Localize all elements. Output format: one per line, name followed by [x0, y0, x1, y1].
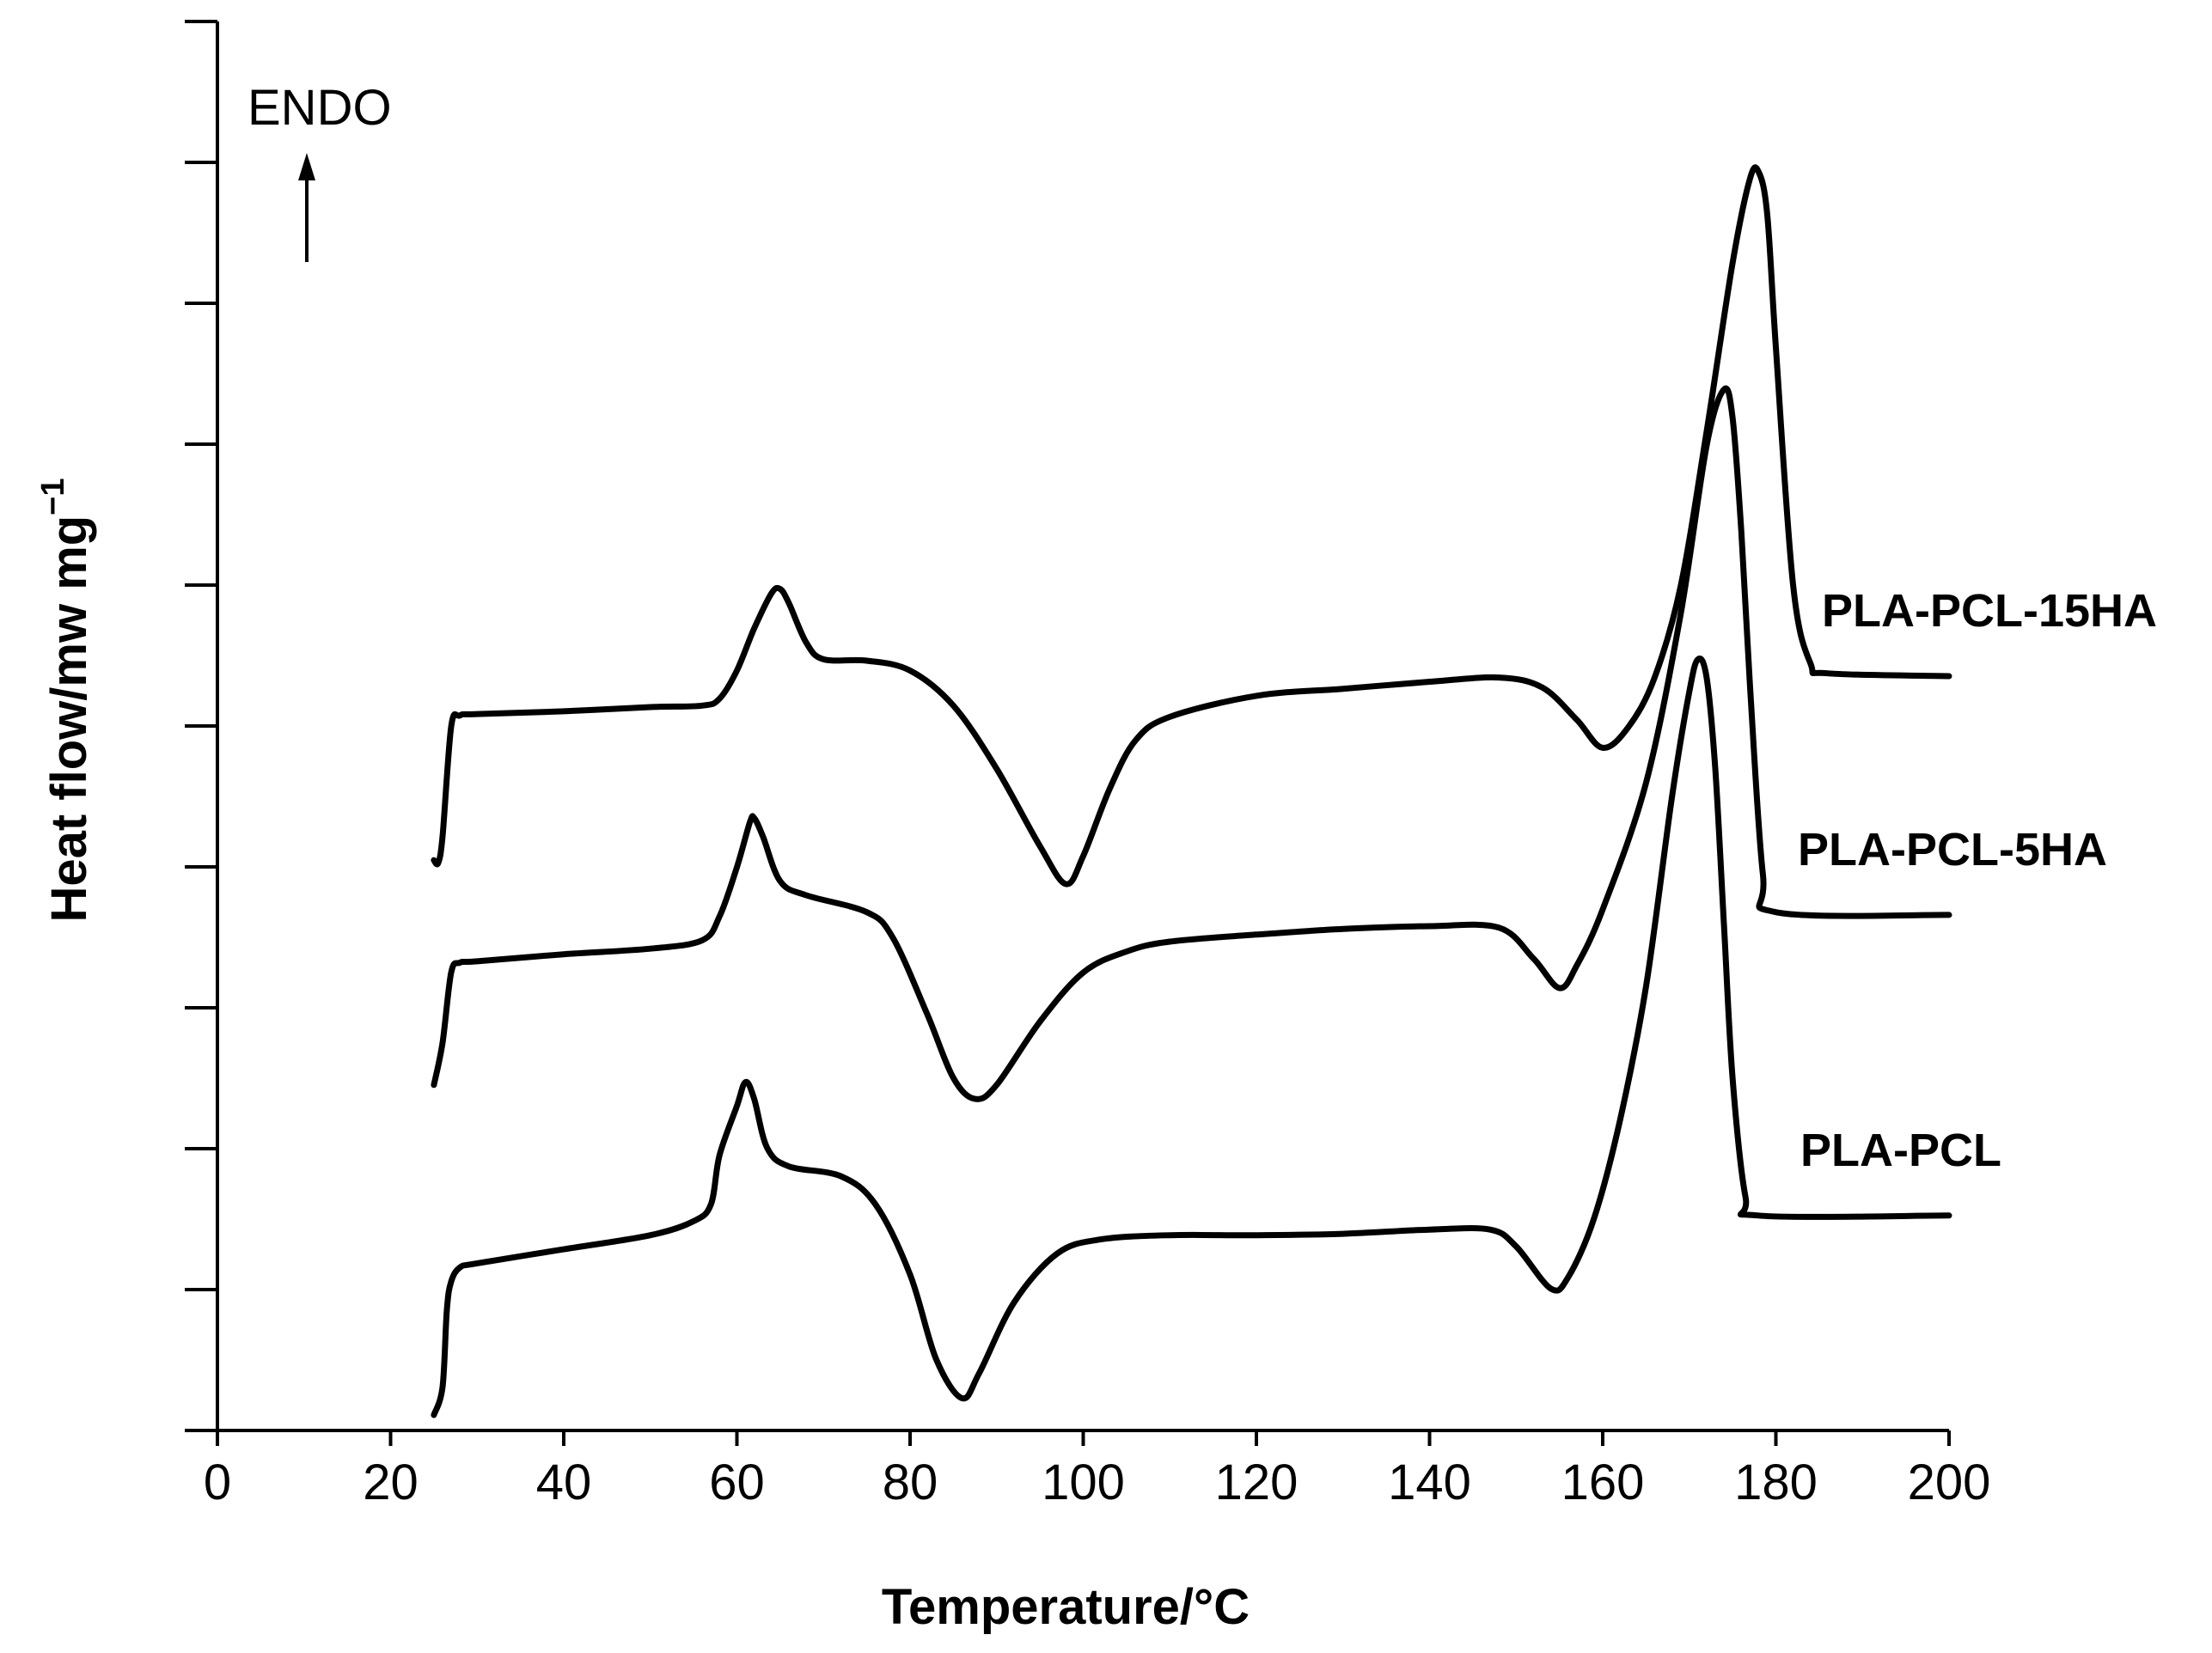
x-tick-label: 80: [883, 1455, 938, 1510]
curves: [431, 164, 1952, 1418]
x-tick-label: 160: [1561, 1455, 1645, 1510]
series-line-pla-pcl-15ha: [431, 164, 1952, 887]
series-label-pla-pcl: PLA-PCL: [1800, 1125, 2001, 1176]
series-label-pla-pcl-15ha: PLA-PCL-15HA: [1822, 585, 2157, 637]
x-tick-label: 0: [204, 1455, 231, 1510]
x-tick-label: 20: [363, 1455, 419, 1510]
endo-annotation: ENDO: [247, 80, 392, 136]
x-tick-label: 200: [1908, 1455, 1991, 1510]
endo-arrow: [298, 153, 315, 262]
y-axis-title-superscript: −1: [35, 478, 71, 515]
x-tick-label: 40: [536, 1455, 592, 1510]
x-tick-labels: 0 20 40 60 80 100 120 140 160 180 200: [204, 1455, 1991, 1510]
series-line-pla-pcl: [431, 656, 1952, 1418]
y-axis-title-text: Heat flow/mw mg: [41, 515, 97, 923]
x-tick-label: 180: [1734, 1455, 1818, 1510]
x-tick-label: 120: [1215, 1455, 1298, 1510]
x-tick-label: 100: [1042, 1455, 1125, 1510]
x-tick-label: 60: [709, 1455, 765, 1510]
y-ticks: [185, 20, 217, 1432]
x-axis-title: Temperature/°C: [882, 1579, 1250, 1635]
x-ticks: [216, 1430, 1951, 1446]
y-axis-title: Heat flow/mw mg−1: [35, 478, 97, 922]
series-labels: PLA-PCL-15HA PLA-PCL-5HA PLA-PCL: [1798, 585, 2157, 1176]
x-tick-label: 140: [1388, 1455, 1471, 1510]
series-label-pla-pcl-5ha: PLA-PCL-5HA: [1798, 824, 2107, 875]
series-line-pla-pcl-5ha: [431, 385, 1952, 1102]
